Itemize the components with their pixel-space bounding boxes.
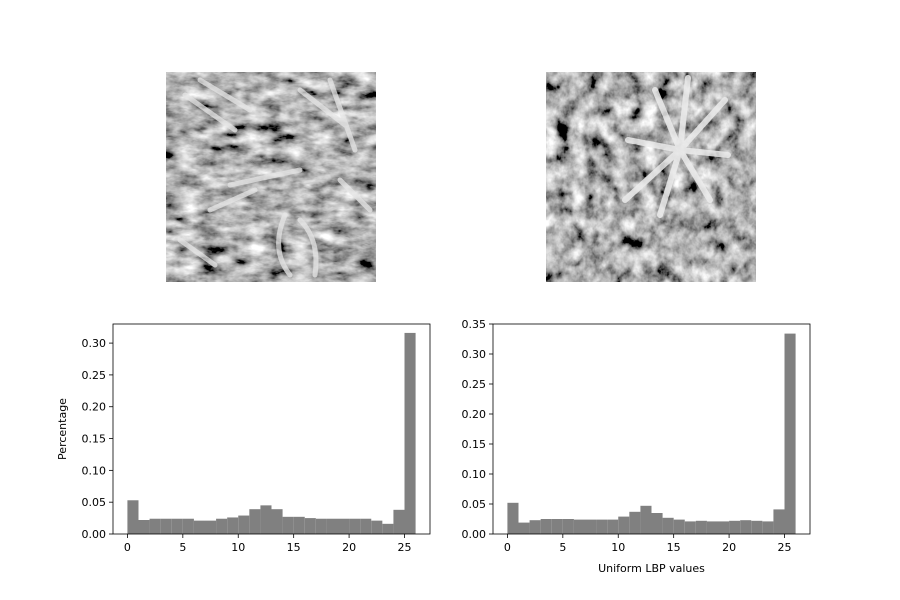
histogram-left-bar: [149, 518, 161, 534]
x-tick-label: 10: [231, 541, 245, 554]
histogram-left-bars: [127, 332, 416, 534]
histogram-left-bar: [193, 520, 205, 534]
histogram-right-bar: [740, 520, 752, 534]
x-tick-label: 15: [287, 541, 301, 554]
histogram-left-frame: [112, 323, 431, 535]
x-tick-label: 10: [611, 541, 625, 554]
histogram-right-bar: [751, 520, 763, 534]
histogram-right-bar: [584, 519, 597, 534]
histogram-right-bar: [607, 519, 619, 534]
histogram-left-bar: [271, 509, 283, 534]
histogram-left-bar: [360, 518, 372, 534]
histogram-right-bar: [562, 519, 574, 534]
y-tick-label: 0.00: [462, 528, 487, 541]
y-tick-label: 0.10: [82, 464, 107, 477]
histogram-right-bar: [529, 520, 541, 534]
x-tick-label: 0: [504, 541, 511, 554]
histogram-right-bar: [651, 513, 663, 534]
x-tick-label: 25: [778, 541, 792, 554]
histogram-left-bar: [404, 332, 416, 534]
histogram-right-bar: [596, 519, 608, 534]
histogram-left-bar: [160, 518, 172, 534]
histogram-right-bar: [507, 502, 519, 534]
histogram-left-bar: [282, 516, 294, 534]
histogram-left-bar: [171, 518, 183, 534]
histogram-left-bar: [204, 520, 217, 534]
histogram-left-y-ticks: 0.00 0.05 0.10 0.15 0.20 0.25 0.30: [82, 337, 113, 541]
x-tick-label: 20: [342, 541, 356, 554]
x-tick-label: 20: [722, 541, 736, 554]
y-tick-label: 0.00: [82, 528, 107, 541]
histogram-left-bar: [315, 518, 327, 534]
histogram-right-bar: [573, 519, 585, 534]
texture-image-left: [166, 72, 376, 282]
x-tick-label: 25: [398, 541, 412, 554]
histogram-left-bar: [371, 520, 383, 534]
histogram-right-bar: [673, 519, 685, 534]
histogram-left-bar: [249, 509, 261, 534]
histogram-right-bar: [684, 521, 696, 534]
histogram-left: 0 5 10 15 20 25 0.000.050.100.150.200.250.30 …: [56, 323, 431, 554]
histogram-right-bar: [718, 521, 730, 534]
histogram-left-bar: [138, 520, 150, 534]
texture-image-right: [546, 72, 756, 282]
y-tick-label: 0.05: [82, 496, 107, 509]
y-tick-label: 0.30: [82, 337, 107, 350]
y-tick-label: 0.35: [462, 318, 487, 331]
histogram-right-bar: [662, 517, 674, 534]
histogram-left-bar: [382, 523, 394, 534]
histogram-right-bar: [695, 520, 707, 534]
histogram-left-bar: [238, 515, 250, 534]
histogram-right-bar: [706, 521, 719, 534]
histogram-left-bar: [127, 500, 139, 534]
histogram-left-bar: [260, 505, 272, 534]
histogram-right-bar: [640, 505, 652, 534]
y-tick-label: 0.15: [462, 438, 487, 451]
x-tick-label: 15: [667, 541, 681, 554]
histogram-right: 0 5 10 15 20 25 0.000.050.100.150.200.250.300…: [462, 318, 811, 575]
histogram-right-bar: [518, 522, 530, 534]
histogram-right-frame: [492, 323, 811, 535]
histogram-right-y-ticks: 0.00 0.05 0.10 0.15 0.20 0.25 0.30 0.35: [462, 318, 493, 541]
histogram-left-bar: [338, 518, 350, 534]
histogram-right-xlabel: Uniform LBP values: [598, 562, 705, 575]
x-tick-label: 0: [124, 541, 131, 554]
histogram-right-bar: [762, 521, 774, 534]
histogram-left-bar: [293, 516, 305, 534]
histogram-right-bars: [507, 333, 796, 534]
histogram-left-x-ticks: 0 5 10 15 20 25: [124, 534, 412, 554]
histogram-left-bar: [182, 518, 194, 534]
histogram-left-bar: [304, 518, 316, 534]
histogram-right-bar: [629, 511, 641, 534]
histogram-right-bar: [729, 520, 741, 534]
histogram-right-bar: [784, 333, 796, 534]
histogram-left-bar: [227, 517, 239, 534]
y-tick-label: 0.15: [82, 433, 107, 446]
histogram-left-bar: [216, 518, 228, 534]
y-tick-label: 0.10: [462, 468, 487, 481]
y-tick-label: 0.30: [462, 348, 487, 361]
y-tick-label: 0.25: [82, 369, 107, 382]
histogram-right-bar: [551, 519, 563, 534]
histogram-right-bar: [773, 509, 785, 534]
y-tick-label: 0.20: [462, 408, 487, 421]
histogram-left-bar: [349, 518, 361, 534]
x-tick-label: 5: [559, 541, 566, 554]
histogram-left-ylabel: Percentage: [56, 398, 69, 460]
histogram-left-bar: [326, 518, 339, 534]
x-tick-label: 5: [179, 541, 186, 554]
histogram-right-bar: [618, 516, 630, 534]
histogram-left-bar: [393, 509, 405, 534]
histogram-right-x-ticks: 0 5 10 15 20 25: [504, 534, 792, 554]
y-tick-label: 0.25: [462, 378, 487, 391]
y-tick-label: 0.20: [82, 401, 107, 414]
y-tick-label: 0.05: [462, 498, 487, 511]
histogram-right-bar: [540, 519, 552, 534]
